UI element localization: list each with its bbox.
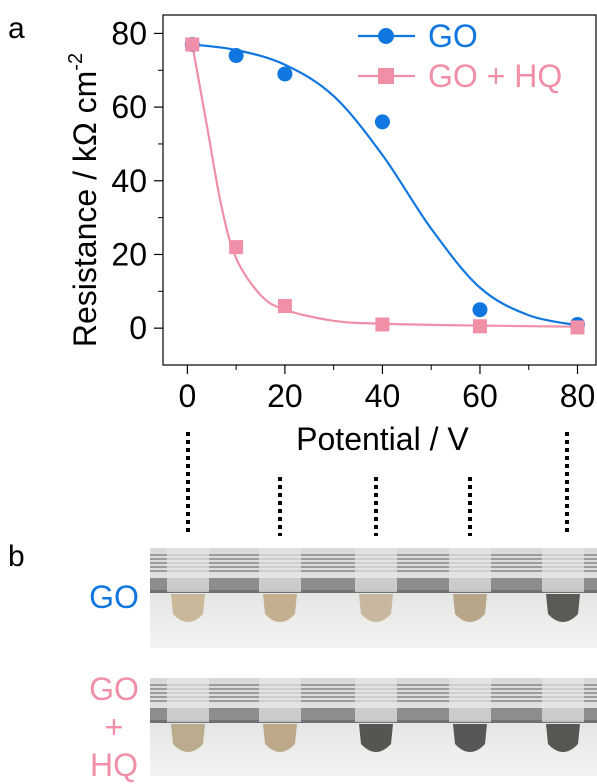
data-markers bbox=[184, 36, 585, 335]
y-axis-label-superscript: -2 bbox=[65, 53, 87, 71]
row-label-go: GO bbox=[78, 578, 150, 616]
data-point-series-1 bbox=[375, 317, 390, 332]
photo-row-go bbox=[150, 548, 597, 648]
row-label-go-hq: GO + HQ bbox=[78, 670, 150, 784]
tube-liquid bbox=[546, 594, 580, 622]
tube-top bbox=[355, 548, 397, 592]
data-point-series-1 bbox=[277, 299, 292, 314]
dotted-guide-lines bbox=[186, 432, 569, 536]
row-label-go-text: GO bbox=[89, 579, 139, 615]
legend-label-series-0: GO bbox=[428, 18, 478, 54]
tube-liquid bbox=[359, 724, 393, 752]
tube-top bbox=[259, 548, 301, 592]
x-tick-label: 0 bbox=[178, 378, 196, 414]
chart-a: 0 20 40 60 80 0 20 40 60 80 GO GO + HQ Potential /… bbox=[65, 14, 597, 536]
axis-labels: Potential / V Resistance / kΩ cm-2 bbox=[65, 53, 469, 457]
fit-curve-series-0 bbox=[192, 43, 578, 327]
x-tick-label: 20 bbox=[267, 378, 303, 414]
y-tick-label: 80 bbox=[111, 15, 147, 51]
panel-b-letter: b bbox=[8, 540, 25, 573]
data-point-series-0 bbox=[228, 48, 244, 64]
tube-liquid bbox=[546, 724, 580, 752]
row-label-go-hq-plus: + bbox=[104, 709, 124, 745]
plot-frame bbox=[162, 14, 597, 366]
data-point-series-1 bbox=[472, 319, 487, 334]
data-point-series-0 bbox=[277, 66, 293, 82]
x-tick-label: 40 bbox=[365, 378, 401, 414]
tube-liquid bbox=[453, 594, 487, 622]
tube-top bbox=[542, 678, 584, 722]
x-tick-label: 60 bbox=[462, 378, 498, 414]
legend-marker-series-0 bbox=[378, 28, 394, 44]
tube-top bbox=[449, 548, 491, 592]
data-point-series-1 bbox=[570, 320, 585, 335]
tube-top bbox=[449, 678, 491, 722]
y-tick-label: 40 bbox=[111, 163, 147, 199]
tube-top bbox=[167, 548, 209, 592]
y-tick-label: 60 bbox=[111, 89, 147, 125]
fit-curve-series-1 bbox=[191, 44, 578, 328]
legend-marker-series-1 bbox=[378, 68, 394, 84]
data-point-series-1 bbox=[185, 37, 200, 52]
chart-legend: GO GO + HQ bbox=[358, 18, 562, 94]
tube-liquid bbox=[263, 594, 297, 622]
tube-top bbox=[167, 678, 209, 722]
data-point-series-0 bbox=[472, 302, 488, 318]
y-tick-label: 20 bbox=[111, 236, 147, 272]
data-point-series-1 bbox=[229, 240, 244, 255]
data-point-series-0 bbox=[374, 114, 390, 130]
tube-top bbox=[355, 678, 397, 722]
panel-a-letter: a bbox=[8, 12, 25, 45]
tube-top bbox=[259, 678, 301, 722]
row-label-go-hq-bottom: HQ bbox=[90, 747, 138, 783]
row-label-go-hq-top: GO bbox=[89, 671, 139, 707]
x-tick-label: 80 bbox=[560, 378, 596, 414]
legend-label-series-1: GO + HQ bbox=[428, 58, 562, 94]
tube-liquid bbox=[453, 724, 487, 752]
y-tick-label: 0 bbox=[129, 310, 147, 346]
y-axis-label: Resistance / kΩ cm-2 bbox=[65, 53, 103, 347]
photo-row-go-hq bbox=[150, 678, 597, 776]
tube-top bbox=[542, 548, 584, 592]
tube-liquid bbox=[359, 594, 393, 622]
fit-curves bbox=[191, 43, 578, 328]
tube-liquid bbox=[171, 724, 205, 752]
tube-liquid bbox=[171, 594, 205, 622]
x-axis-label: Potential / V bbox=[296, 421, 469, 457]
chart-axes: 0 20 40 60 80 0 20 40 60 80 bbox=[111, 14, 597, 414]
tube-liquid bbox=[263, 724, 297, 752]
